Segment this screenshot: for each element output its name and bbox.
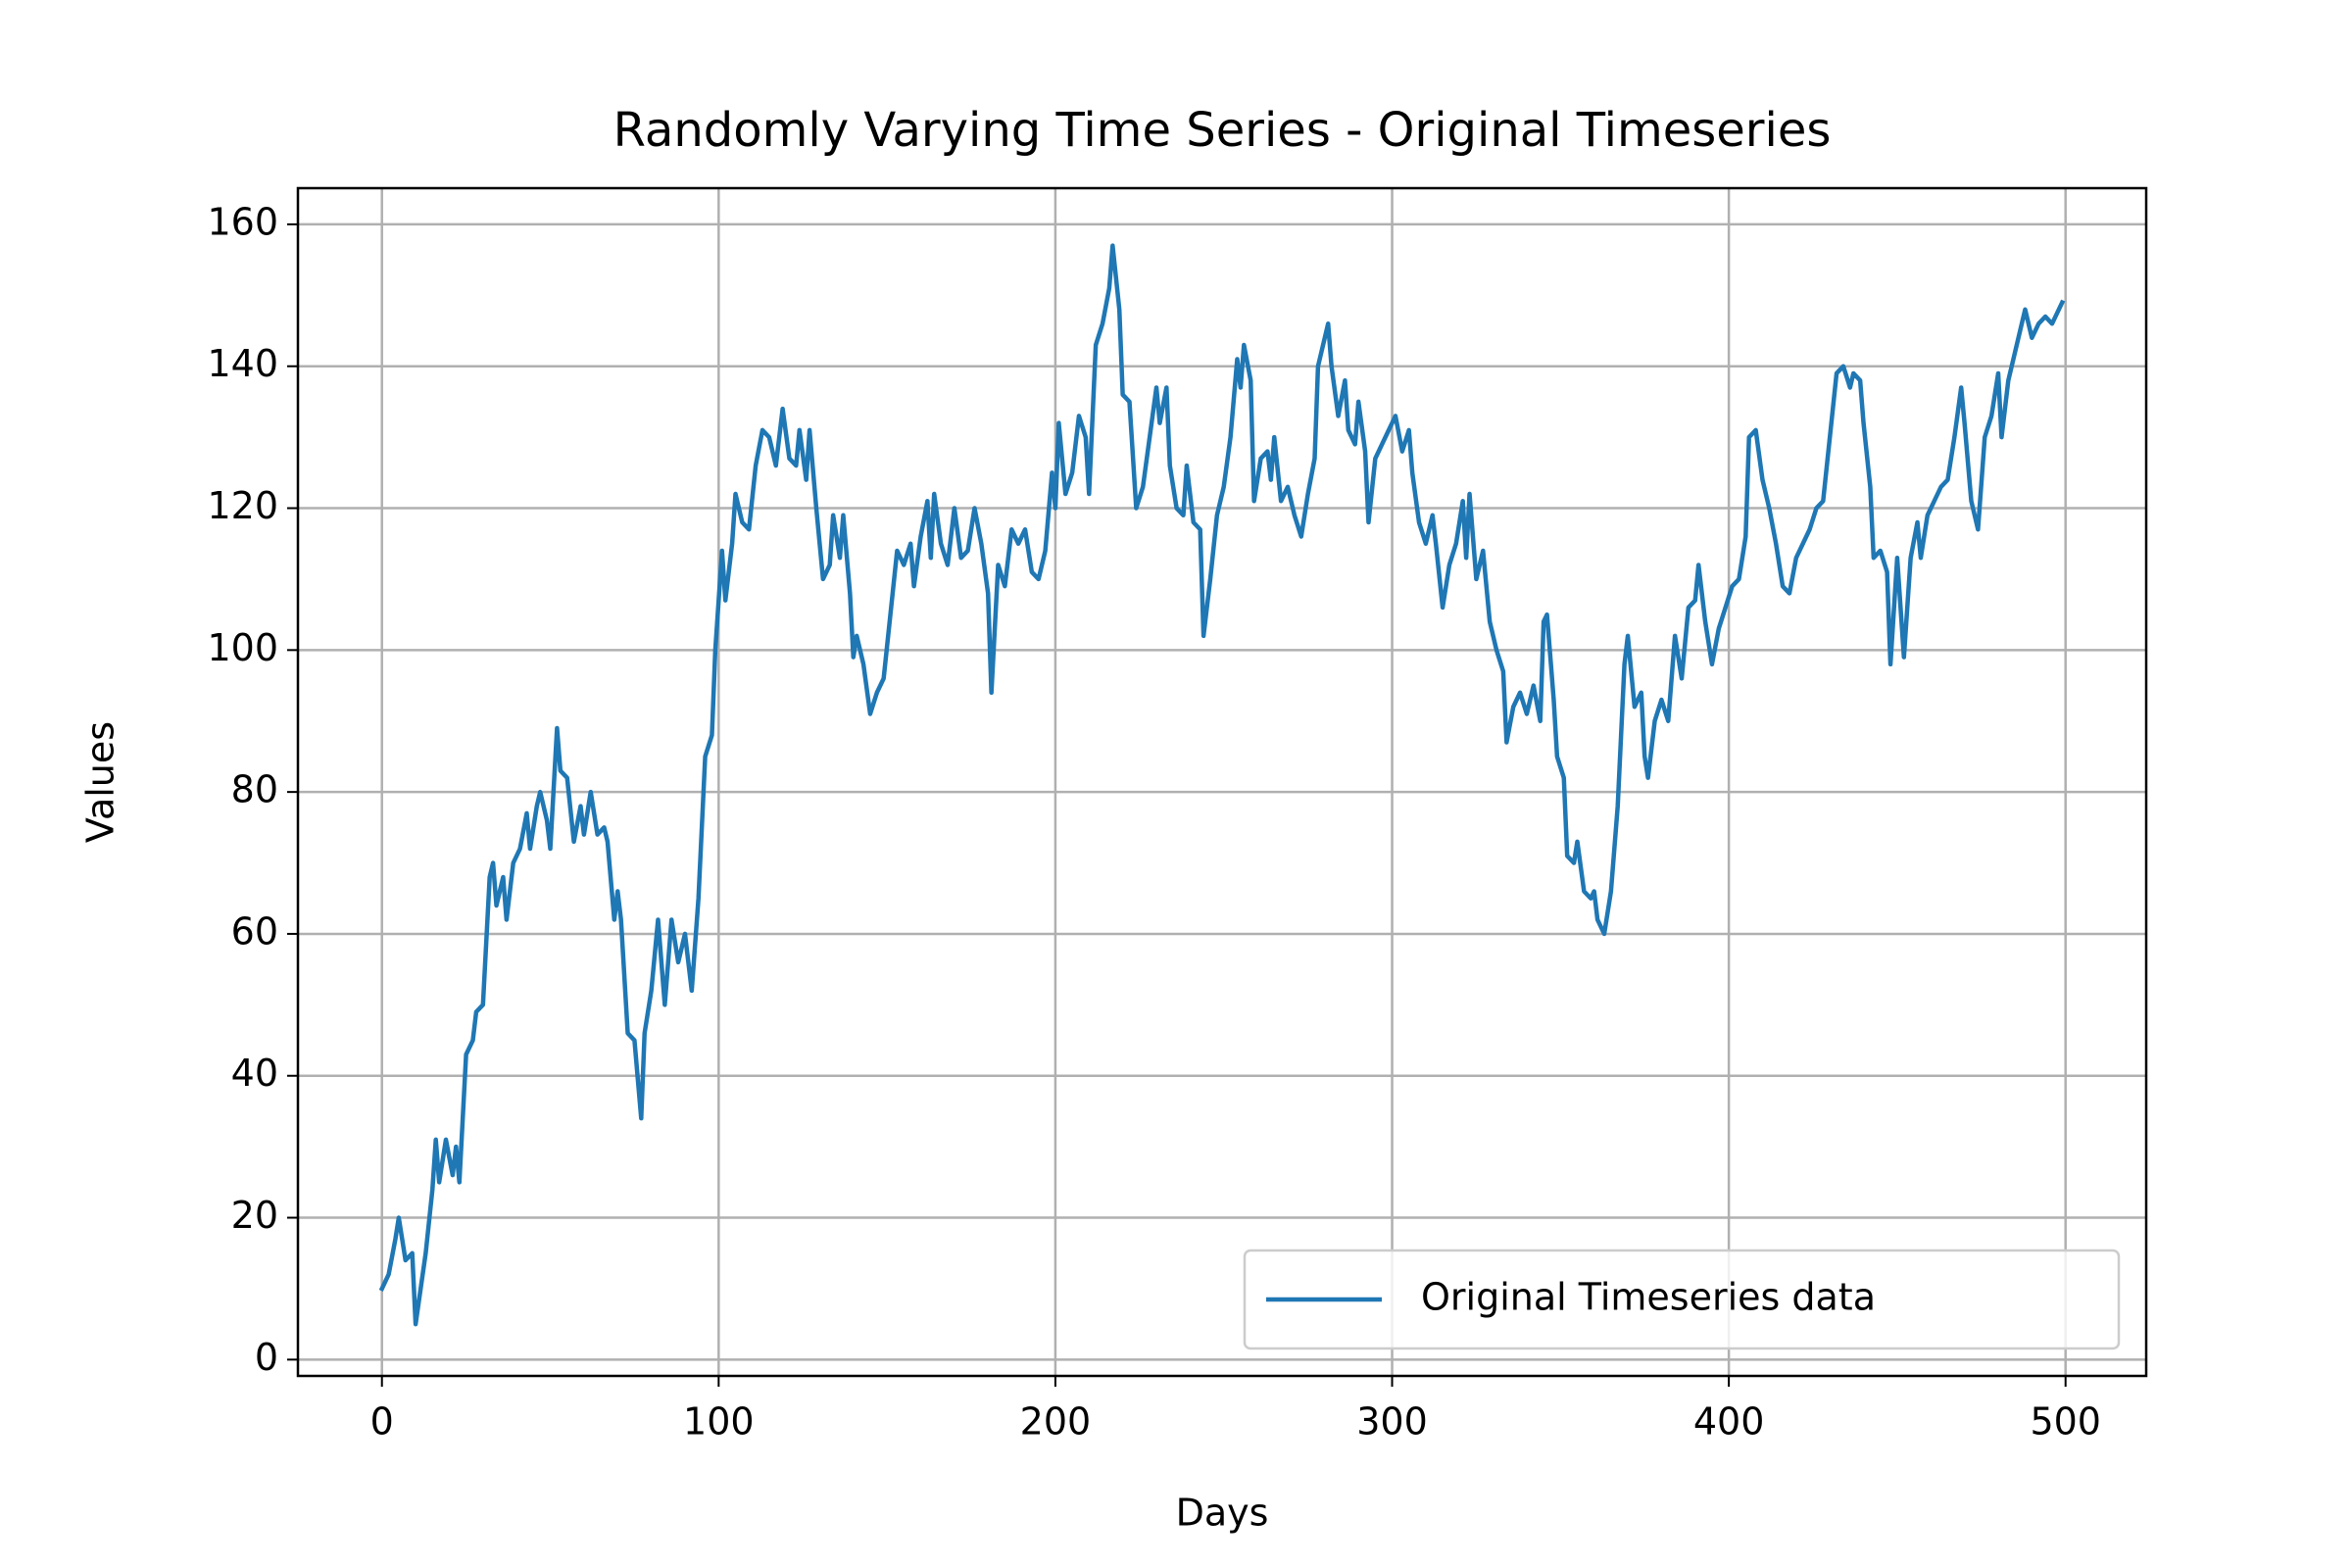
y-axis-label: Values	[79, 721, 122, 843]
y-tick-label: 20	[231, 1194, 278, 1237]
x-tick-label: 0	[370, 1400, 394, 1444]
data-line	[378, 243, 2066, 1327]
y-tick-label: 140	[207, 342, 278, 385]
chart-title: Randomly Varying Time Series - Original …	[613, 103, 1832, 158]
x-tick-label: 300	[1356, 1400, 1428, 1444]
x-axis-label: Days	[1176, 1492, 1269, 1535]
y-tick-label: 60	[231, 909, 278, 953]
y-tick-label: 80	[231, 768, 278, 811]
y-tick-label: 100	[207, 626, 278, 669]
x-tick-label: 100	[683, 1400, 755, 1444]
y-tick-label: 0	[255, 1336, 278, 1379]
x-tick-label: 400	[1693, 1400, 1765, 1444]
legend-box	[1243, 1249, 2121, 1350]
plot-frame	[296, 186, 2148, 1378]
y-tick-label: 160	[207, 200, 278, 243]
x-tick-label: 200	[1020, 1400, 1092, 1444]
legend-label: Original Timeseries data	[1421, 1276, 1876, 1319]
x-tick-label: 500	[2030, 1400, 2101, 1444]
y-tick-label: 40	[231, 1052, 278, 1095]
legend: Original Timeseries data	[1243, 1249, 2121, 1350]
y-tick-label: 120	[207, 484, 278, 527]
